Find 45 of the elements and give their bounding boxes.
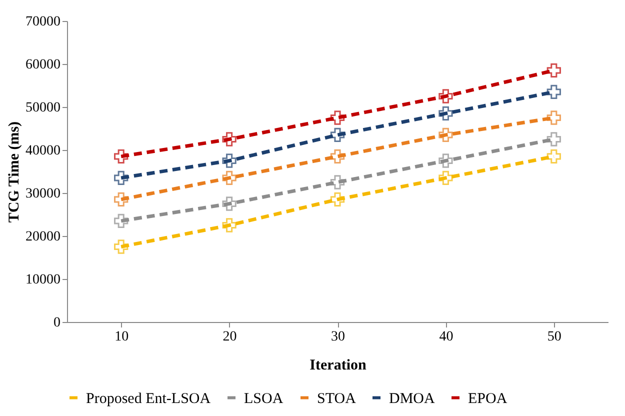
point — [330, 175, 345, 190]
point — [330, 110, 345, 125]
point — [546, 63, 561, 78]
x-tick-label: 20 — [222, 330, 237, 344]
y-tick-label: 70000 — [26, 14, 60, 30]
point — [438, 89, 453, 104]
legend-label: STOA — [317, 390, 356, 407]
point — [222, 218, 236, 232]
legend-label: EPOA — [468, 390, 508, 407]
point — [546, 149, 561, 164]
legend-label: Proposed Ent-LSOA — [86, 390, 211, 407]
x-tick-label: 50 — [547, 330, 562, 344]
point — [114, 149, 128, 164]
point — [438, 154, 453, 168]
y-tick-label: 60000 — [26, 58, 60, 72]
y-tick-label: 40000 — [26, 144, 60, 158]
point — [438, 170, 453, 186]
point — [222, 170, 236, 186]
point — [546, 110, 561, 125]
point — [546, 84, 561, 100]
point — [114, 240, 128, 254]
point — [438, 128, 453, 142]
x-tick-label: 30 — [331, 330, 345, 344]
x-axis-title: Iteration — [310, 358, 367, 374]
y-tick-label: 20000 — [26, 230, 60, 244]
point — [114, 214, 128, 228]
y-tick-label: 0 — [54, 316, 60, 330]
x-tick-label: 10 — [114, 330, 129, 344]
y-tick-label: 50000 — [26, 100, 60, 116]
y-tick-label: 30000 — [26, 186, 60, 202]
point — [438, 106, 453, 121]
point — [330, 192, 345, 207]
point — [330, 149, 345, 164]
point — [546, 132, 561, 146]
point — [330, 128, 345, 142]
point — [222, 154, 236, 168]
point — [222, 196, 236, 211]
y-tick-label: 10000 — [26, 272, 60, 288]
legend-label: DMOA — [389, 390, 435, 407]
legend-label: LSOA — [244, 390, 284, 407]
point — [114, 170, 128, 186]
point — [222, 132, 236, 146]
point — [114, 192, 128, 207]
y-axis-title: TCG Time (ms) — [6, 121, 22, 223]
x-tick-label: 40 — [439, 330, 454, 344]
